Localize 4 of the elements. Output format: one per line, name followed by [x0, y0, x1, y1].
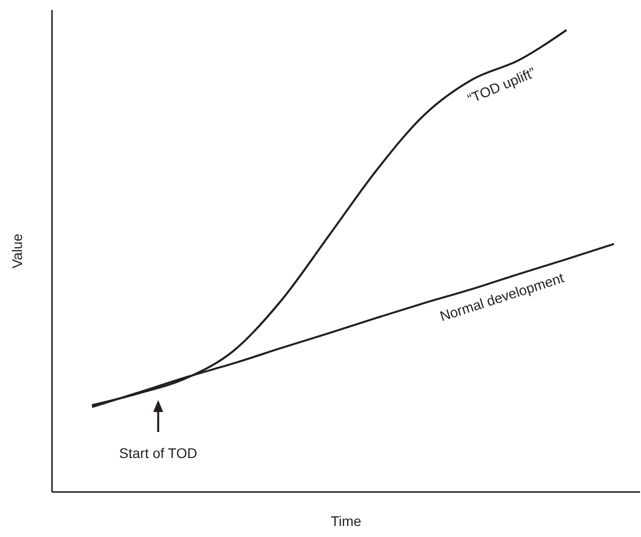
x-axis-title: Time — [330, 513, 362, 529]
annotation: Start of TOD — [119, 445, 198, 461]
y-axis-title: Value — [9, 233, 25, 268]
text: “TOD uplift” — [465, 64, 538, 107]
